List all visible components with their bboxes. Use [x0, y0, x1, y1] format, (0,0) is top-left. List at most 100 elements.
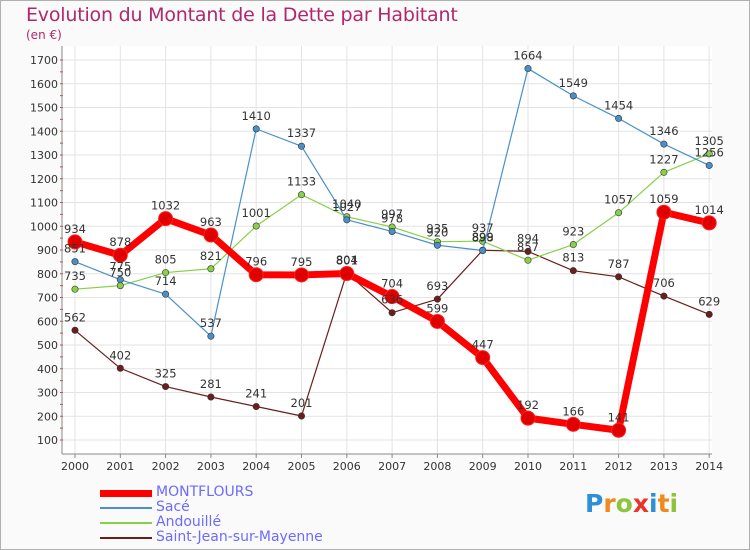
data-label-sace: 1664 — [513, 49, 542, 63]
data-label-saint-jean-sur-mayenne: 804 — [336, 253, 358, 267]
data-point-saint-jean-sur-mayenne — [162, 383, 170, 391]
data-label-saint-jean-sur-mayenne: 899 — [472, 230, 494, 244]
data-point-montflours — [429, 313, 445, 329]
data-label-sace: 775 — [109, 260, 131, 274]
data-label-sace: 920 — [426, 225, 448, 239]
data-label-montflours: 796 — [245, 255, 267, 269]
data-point-saint-jean-sur-mayenne — [116, 364, 124, 372]
data-point-saint-jean-sur-mayenne — [615, 273, 623, 281]
data-label-andouille: 1305 — [695, 134, 724, 148]
data-label-andouille: 821 — [200, 249, 222, 263]
data-label-montflours: 166 — [562, 404, 584, 418]
x-tick-label: 2009 — [469, 460, 497, 473]
data-label-andouille: 735 — [64, 269, 86, 283]
data-point-saint-jean-sur-mayenne — [660, 292, 668, 300]
data-label-saint-jean-sur-mayenne: 562 — [64, 310, 86, 324]
data-label-andouille: 1040 — [332, 197, 361, 211]
data-point-sace — [524, 65, 532, 73]
data-point-saint-jean-sur-mayenne — [569, 267, 577, 275]
x-tick-label: 2010 — [514, 460, 542, 473]
data-label-andouille: 935 — [426, 222, 448, 236]
data-label-andouille: 923 — [562, 225, 584, 239]
data-point-saint-jean-sur-mayenne — [388, 309, 396, 317]
data-point-sace — [116, 276, 124, 284]
data-point-montflours — [294, 267, 309, 283]
data-point-sace — [162, 290, 170, 298]
data-label-montflours: 1059 — [649, 192, 678, 206]
data-label-saint-jean-sur-mayenne: 636 — [381, 293, 403, 307]
y-tick-label: 1200 — [30, 173, 58, 186]
data-label-saint-jean-sur-mayenne: 706 — [653, 276, 675, 290]
legend-label-andouille: Andouillé — [156, 514, 222, 530]
legend-label-montflours: MONTFLOURS — [156, 484, 254, 500]
x-tick-label: 2005 — [288, 460, 316, 473]
data-point-andouille — [71, 285, 79, 293]
data-label-saint-jean-sur-mayenne: 241 — [245, 387, 267, 401]
legend: MONTFLOURS Sacé Andouillé Saint-Jean-sur-Ma… — [100, 484, 360, 545]
x-tick-label: 2011 — [559, 460, 587, 473]
data-label-sace: 1454 — [604, 98, 633, 112]
data-label-sace: 714 — [155, 274, 177, 288]
data-point-montflours — [475, 350, 491, 366]
x-tick-label: 2006 — [333, 460, 361, 473]
x-tick-label: 2008 — [423, 460, 451, 473]
data-label-saint-jean-sur-mayenne: 281 — [200, 377, 222, 391]
x-tick-label: 2007 — [378, 460, 406, 473]
data-point-montflours — [384, 289, 400, 305]
y-tick-label: 100 — [37, 434, 58, 447]
legend-item-sace: Sacé — [100, 499, 360, 515]
data-label-sace: 1256 — [695, 145, 724, 159]
data-label-saint-jean-sur-mayenne: 693 — [426, 279, 448, 293]
chart-unit: (en €) — [26, 28, 62, 42]
data-label-saint-jean-sur-mayenne: 325 — [155, 367, 177, 381]
y-tick-label: 200 — [37, 410, 58, 423]
data-label-saint-jean-sur-mayenne: 813 — [562, 251, 584, 265]
data-point-montflours — [339, 266, 355, 282]
chart-title: Evolution du Montant de la Dette par Hab… — [26, 4, 458, 26]
data-point-sace — [660, 140, 668, 148]
data-label-andouille: 997 — [381, 207, 403, 221]
x-tick-label: 2001 — [106, 460, 134, 473]
logo-letter: i — [669, 489, 679, 518]
data-label-andouille: 857 — [517, 240, 539, 254]
x-tick-label: 2012 — [605, 460, 633, 473]
y-tick-label: 400 — [37, 363, 58, 376]
logo-letter: o — [615, 489, 633, 518]
data-point-sace — [297, 142, 305, 150]
x-tick-label: 2000 — [61, 460, 89, 473]
logo-letter: P — [585, 489, 604, 518]
data-point-sace — [569, 92, 577, 100]
data-label-montflours: 192 — [517, 398, 539, 412]
data-point-saint-jean-sur-mayenne — [297, 412, 305, 420]
y-tick-label: 1400 — [30, 125, 58, 138]
data-point-andouille — [569, 241, 577, 249]
data-point-sace — [479, 246, 487, 254]
y-tick-label: 1100 — [30, 197, 58, 210]
data-point-andouille — [615, 209, 623, 217]
x-tick-label: 2013 — [650, 460, 678, 473]
data-label-montflours: 704 — [381, 277, 403, 291]
data-label-sace: 1027 — [332, 200, 361, 214]
y-tick-label: 500 — [37, 339, 58, 352]
data-point-saint-jean-sur-mayenne — [705, 310, 713, 318]
data-label-sace: 1410 — [242, 109, 271, 123]
data-label-andouille: 805 — [155, 253, 177, 267]
data-point-montflours — [701, 215, 717, 231]
data-point-andouille — [705, 150, 713, 158]
y-tick-label: 900 — [37, 244, 58, 257]
data-point-montflours — [520, 410, 536, 426]
logo-letter: x — [632, 489, 649, 518]
data-point-andouille — [162, 269, 170, 277]
data-label-montflours: 963 — [200, 215, 222, 229]
logo-letter: t — [657, 489, 670, 518]
data-point-montflours — [158, 211, 174, 227]
data-label-sace: 1549 — [559, 76, 588, 90]
data-point-saint-jean-sur-mayenne — [433, 295, 441, 303]
legend-item-andouille: Andouillé — [100, 514, 360, 530]
data-label-sace: 1337 — [287, 126, 316, 140]
data-point-sace — [705, 161, 713, 169]
data-label-andouille: 1057 — [604, 193, 633, 207]
data-label-saint-jean-sur-mayenne: 787 — [608, 257, 630, 271]
data-label-andouille: 1001 — [242, 206, 271, 220]
data-point-sace — [388, 227, 396, 235]
